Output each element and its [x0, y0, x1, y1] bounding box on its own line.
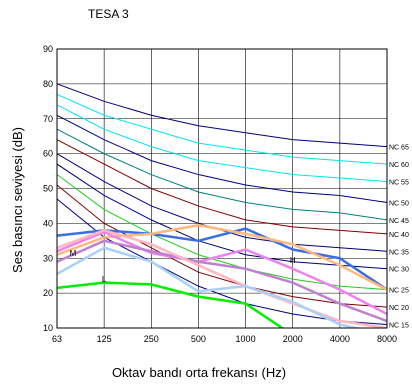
y-tick-label: 90 [43, 44, 53, 54]
x-axis-ticks: 63 125 250 500 1000 2000 4000 8000 [52, 334, 397, 344]
x-tick-label: 63 [52, 334, 62, 344]
nc-curve-labels: NC 65 NC 60 NC 55 NC 50 NC 45 NC 40 NC 35 NC 30… [389, 145, 409, 330]
nc-curve-nc-30 [57, 163, 387, 270]
nc-curve-label: NC 15 [389, 323, 409, 330]
measurement-line-3 [57, 230, 387, 316]
y-tick-label: 20 [43, 288, 53, 298]
nc-curve-nc-55 [57, 104, 387, 183]
annotation-label: H [290, 256, 296, 265]
x-tick-label: 8000 [377, 334, 397, 344]
nc-curve-label: NC 35 [389, 249, 409, 256]
x-tick-label: 1000 [236, 334, 256, 344]
y-tick-label: 60 [43, 149, 53, 159]
y-tick-label: 50 [43, 184, 53, 194]
nc-curve-nc-60 [57, 93, 387, 165]
x-tick-label: 2000 [283, 334, 303, 344]
x-axis-label: Oktav bandı orta frekansı (Hz) [112, 365, 286, 380]
nc-curve-nc-20 [57, 184, 387, 308]
y-axis-ticks: 10 20 30 40 50 60 70 80 90 [43, 44, 53, 333]
annotation-label: L [102, 275, 107, 284]
plot-area [57, 83, 387, 328]
y-tick-label: 10 [43, 323, 53, 333]
nc-curve-label: NC 20 [389, 305, 409, 312]
x-tick-label: 500 [191, 334, 206, 344]
nc-curve-label: NC 60 [389, 162, 409, 169]
nc-curve-nc-65 [57, 83, 387, 148]
measurement-line-7 [57, 281, 285, 328]
y-tick-label: 40 [43, 218, 53, 228]
x-tick-label: 125 [97, 334, 112, 344]
nc-curve-nc-50 [57, 114, 387, 203]
plot-frame [56, 48, 388, 329]
nc-curve-label: NC 65 [389, 145, 409, 152]
nc-curve-nc-40 [57, 139, 387, 235]
y-tick-label: 70 [43, 114, 53, 124]
annotation-label: M [70, 249, 77, 258]
y-axis-label: Ses basıncı seviyesi (dB) [10, 127, 25, 273]
nc-curve-label: NC 25 [389, 288, 409, 295]
y-tick-label: 30 [43, 253, 53, 263]
measurement-line-1 [57, 227, 387, 291]
nc-curve-label: NC 40 [389, 232, 409, 239]
nc-curve-nc-45 [57, 128, 387, 221]
x-tick-label: 250 [144, 334, 159, 344]
y-tick-label: 80 [43, 79, 53, 89]
measurement-line-5 [57, 229, 387, 328]
nc-curve-label: NC 55 [389, 180, 409, 187]
measurement-line-6 [57, 246, 362, 328]
measurement-line-4 [57, 239, 387, 323]
nc-curve-label: NC 30 [389, 267, 409, 274]
chart-title: TESA 3 [88, 7, 129, 21]
nc-curve-label: NC 50 [389, 200, 409, 207]
annotations: M L H [70, 249, 296, 284]
nc-curve-label: NC 45 [389, 218, 409, 225]
x-tick-label: 4000 [330, 334, 350, 344]
